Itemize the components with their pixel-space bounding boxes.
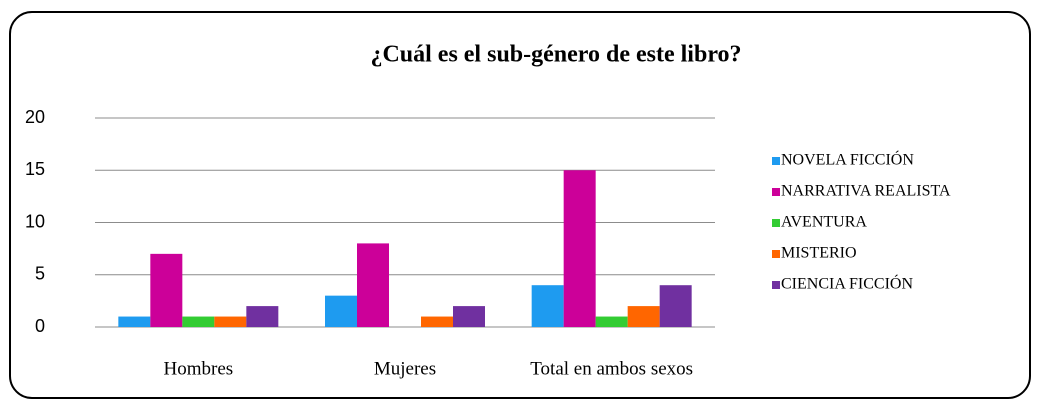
chart-frame bbox=[9, 11, 1031, 399]
bar bbox=[453, 306, 485, 327]
y-tick-label: 20 bbox=[25, 107, 45, 127]
bar bbox=[421, 316, 453, 327]
legend-swatch bbox=[772, 281, 780, 289]
x-tick-label: Total en ambos sexos bbox=[530, 358, 693, 379]
bar bbox=[214, 316, 247, 327]
bar bbox=[118, 316, 151, 327]
bar bbox=[150, 253, 183, 327]
bar bbox=[659, 285, 692, 327]
bar bbox=[325, 295, 357, 327]
y-tick-label: 10 bbox=[25, 211, 45, 231]
x-tick-label: Mujeres bbox=[374, 358, 436, 379]
y-tick-label: 15 bbox=[25, 159, 45, 179]
chart-title: ¿Cuál es el sub-género de este libro? bbox=[370, 42, 741, 68]
legend-swatch bbox=[772, 250, 780, 258]
bar bbox=[357, 243, 389, 327]
bar bbox=[531, 285, 564, 327]
legend-label: CIENCIA FICCIÓN bbox=[781, 274, 913, 293]
legend-label: MISTERIO bbox=[781, 245, 857, 262]
bar bbox=[627, 306, 660, 327]
bar bbox=[182, 316, 215, 327]
bar bbox=[246, 306, 279, 327]
y-tick-label: 0 bbox=[35, 316, 45, 336]
legend-label: AVENTURA bbox=[781, 214, 867, 231]
legend-swatch bbox=[772, 188, 780, 196]
bar bbox=[563, 170, 596, 327]
x-tick-label: Hombres bbox=[164, 358, 234, 379]
y-tick-label: 5 bbox=[35, 264, 45, 284]
legend-label: NOVELA FICCIÓN bbox=[781, 150, 914, 169]
legend-swatch bbox=[772, 219, 780, 227]
legend-swatch bbox=[772, 157, 780, 165]
bar bbox=[595, 316, 628, 327]
legend-label: NARRATIVA REALISTA bbox=[781, 183, 951, 200]
